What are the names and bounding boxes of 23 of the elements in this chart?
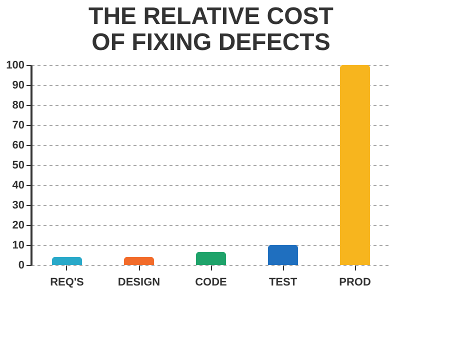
y-tick-label: 20: [12, 220, 24, 232]
bar: [124, 257, 154, 265]
y-tick-label: 30: [12, 200, 24, 212]
y-tick-label: 60: [12, 140, 24, 152]
bar: [52, 257, 82, 265]
y-tick-label: 10: [12, 240, 24, 252]
text: OF FIXING DEFECTS: [92, 29, 330, 56]
x-tick-label: PROD: [339, 276, 371, 288]
x-tick-label: DESIGN: [118, 276, 160, 288]
y-tick-label: 0: [18, 260, 24, 272]
y-tick-label: 90: [12, 80, 24, 92]
y-tick-label: 40: [12, 180, 24, 192]
y-tick-label: 100: [6, 60, 24, 72]
y-tick-label: 70: [12, 120, 24, 132]
text: THE RELATIVE COST: [88, 3, 334, 30]
x-tick-label: REQ'S: [50, 276, 84, 288]
x-tick-label: CODE: [195, 276, 227, 288]
bar: [196, 252, 226, 265]
x-tick-label: TEST: [268, 276, 298, 288]
y-tick-label: 50: [12, 160, 24, 172]
y-tick-label: 80: [12, 100, 24, 112]
bar: [340, 65, 370, 265]
bar: [268, 245, 298, 265]
